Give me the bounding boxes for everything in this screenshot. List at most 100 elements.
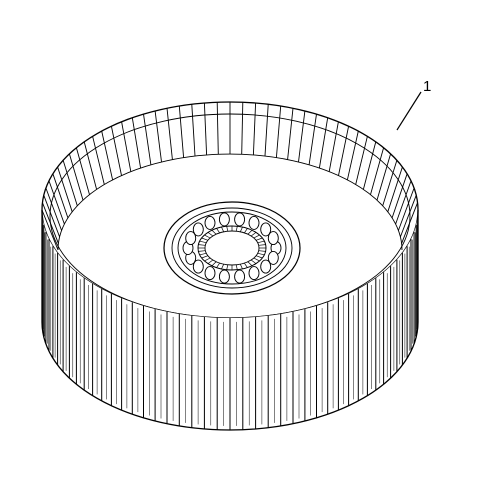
bore-spline <box>239 226 243 232</box>
hub-ring-2 <box>171 207 293 289</box>
inner-spline <box>203 102 208 155</box>
inner-spline <box>131 117 142 169</box>
bearing-roller <box>234 269 246 284</box>
inner-spline <box>45 187 63 231</box>
bore-spline <box>258 250 266 252</box>
inner-spline <box>48 180 65 225</box>
bore-spline <box>255 255 263 259</box>
inner-spline <box>191 104 196 157</box>
bore-spline <box>201 237 209 241</box>
bore-spline <box>211 229 217 235</box>
bore-spline <box>239 264 243 270</box>
inner-spline <box>57 166 73 212</box>
bore-spline <box>198 250 206 252</box>
bore-spline <box>247 261 253 267</box>
inner-spline <box>298 110 306 162</box>
bore-spline <box>198 244 206 246</box>
inner-spline <box>110 126 122 176</box>
bearing-roller <box>260 222 272 237</box>
inner-spline <box>275 105 282 158</box>
bore-spline <box>255 237 263 241</box>
inner-spline <box>395 180 412 225</box>
bearing-roller <box>204 215 216 230</box>
inner-spline <box>391 173 408 219</box>
inner-spline <box>318 117 329 169</box>
bore-spline <box>235 264 238 270</box>
drum-bottom-edge <box>41 321 419 431</box>
bore-spline <box>257 240 265 244</box>
bore-spline <box>221 226 225 232</box>
bore-spline <box>244 262 248 268</box>
inner-spline <box>252 102 257 155</box>
bore-spline <box>250 259 257 264</box>
drum-hub <box>163 201 301 295</box>
bore-spline <box>247 229 253 235</box>
bore-spline <box>258 244 266 246</box>
bore-spline <box>235 226 238 232</box>
bore-spline <box>199 252 207 256</box>
bore-spline <box>226 264 229 270</box>
bore-spline <box>204 234 211 239</box>
bore-spline <box>216 262 220 268</box>
inner-spline <box>382 160 398 206</box>
callout-leader-line <box>396 91 422 131</box>
inner-spline <box>101 131 114 180</box>
bore-spline <box>244 228 248 234</box>
bearing-roller <box>192 259 204 274</box>
callout-label-1: 1 <box>423 78 431 95</box>
inner-spline <box>68 153 84 201</box>
inner-spline <box>399 195 417 238</box>
bore-spline <box>211 261 217 267</box>
bore-spline <box>199 240 207 244</box>
inner-floor-edge <box>57 153 403 251</box>
bearing-roller <box>248 266 260 281</box>
bore-spline <box>226 226 229 232</box>
bore-spline <box>257 252 265 256</box>
inner-spline <box>43 195 61 238</box>
inner-spline <box>41 209 59 251</box>
inner-spline <box>92 136 105 185</box>
bearing-roller <box>192 222 204 237</box>
bearing-roller <box>267 231 279 246</box>
bore-spline <box>216 228 220 234</box>
inner-spline <box>178 105 185 158</box>
bore-spline <box>204 257 211 262</box>
inner-spline <box>376 153 392 201</box>
inner-spline <box>346 131 359 180</box>
bearing-roller <box>234 212 246 227</box>
bearing-roller <box>185 231 197 246</box>
bearing-roller <box>218 212 230 227</box>
bore-spline <box>201 255 209 259</box>
bearing-roller <box>267 250 279 265</box>
bore-spline <box>221 264 225 270</box>
inner-spline <box>154 110 162 162</box>
clutch-drum <box>41 101 419 431</box>
bearing-roller <box>204 266 216 281</box>
inner-spline <box>362 141 377 190</box>
callout: 1 <box>396 78 431 131</box>
bore-spline <box>207 259 214 264</box>
bore-spline <box>250 232 257 237</box>
bore-spline <box>253 234 260 239</box>
inner-spline <box>216 102 219 155</box>
inner-spline <box>370 147 385 195</box>
bearing-roller <box>218 269 230 284</box>
inner-spline <box>241 102 244 155</box>
bearing-roller <box>260 259 272 274</box>
hub-bore-inner <box>204 230 260 266</box>
hub-ring-3 <box>177 211 287 285</box>
inner-spline <box>83 141 98 190</box>
inner-spline <box>328 121 339 172</box>
inner-spline <box>387 166 403 212</box>
bore-spline <box>207 232 214 237</box>
bore-spline <box>253 257 260 262</box>
bearing-roller <box>248 215 260 230</box>
inner-spline <box>166 108 173 160</box>
inner-spline <box>121 121 132 172</box>
inner-spline <box>308 114 317 165</box>
inner-spline <box>397 187 415 231</box>
inner-spline <box>264 104 269 157</box>
inner-spline <box>355 136 368 185</box>
inner-spline <box>52 173 69 219</box>
